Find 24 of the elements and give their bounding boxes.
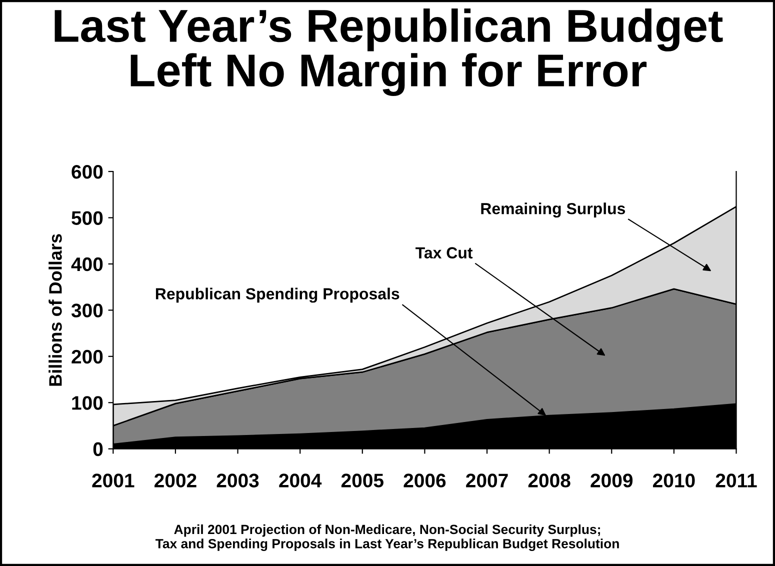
- text: April 2001 Projection of Non-Medicare, Non-Social Security Surplus; Tax and Spending Proposals in Last Year’s Republican Budget Resolution: [155, 524, 619, 551]
- y-tick-label: 200: [72, 350, 103, 364]
- y-tick-label: 0: [93, 442, 103, 456]
- x-tick-label: 2002: [154, 474, 196, 488]
- x-tick-label: 2006: [404, 474, 446, 488]
- x-tick-label: 2009: [590, 474, 633, 488]
- x-tick-label: 2005: [341, 474, 384, 488]
- text: Tax Cut: [416, 247, 473, 258]
- x-tick-label: 2011: [716, 474, 757, 488]
- x-tick-label: 2007: [466, 474, 508, 488]
- y-tick-label: 500: [72, 211, 103, 225]
- x-tick-label: 2004: [279, 474, 322, 488]
- x-tick-label: 2010: [652, 474, 695, 488]
- y-tick-label: 100: [72, 396, 103, 410]
- x-tick-label: 2008: [528, 474, 570, 488]
- text: Republican Spending Proposals: [156, 288, 400, 303]
- y-axis-title: Billions of Dollars: [48, 234, 62, 386]
- y-tick-label: 400: [71, 257, 103, 272]
- y-tick-label: 600: [72, 164, 103, 179]
- y-tick-label: 300: [71, 304, 103, 318]
- x-tick-label: 2003: [216, 474, 259, 488]
- x-tick-label: 2001: [92, 474, 134, 488]
- chart-title: Last Year’s Republican Budget Left No Margin for Error: [54, 8, 723, 96]
- text: Remaining Surplus: [481, 202, 626, 218]
